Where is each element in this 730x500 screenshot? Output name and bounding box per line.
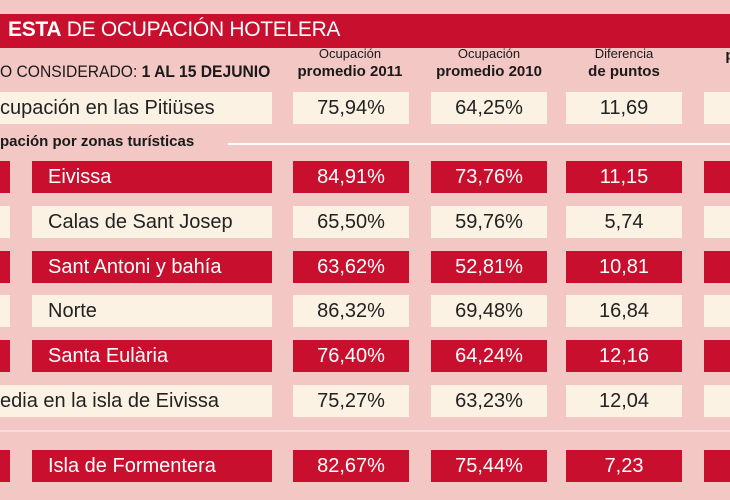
value-2011: 75,94% <box>293 92 409 124</box>
row-stub <box>0 450 10 482</box>
value-extra <box>704 251 730 283</box>
value-extra <box>704 92 730 124</box>
row-label: edia en la isla de Eivissa <box>0 385 272 417</box>
section-title: pación por zonas turísticas <box>0 133 195 150</box>
row-label: Norte <box>32 295 272 327</box>
row-stub <box>0 161 10 193</box>
value-2010: 63,23% <box>431 385 547 417</box>
value-extra <box>704 295 730 327</box>
column-header-extra: p <box>725 47 730 64</box>
period-label: O CONSIDERADO: 1 AL 15 DEJUNIO <box>0 62 271 81</box>
value-2010: 59,76% <box>431 206 547 238</box>
value-extra <box>704 161 730 193</box>
row-label: Calas de Sant Josep <box>32 206 272 238</box>
column-header-2011: Ocupación promedio 2011 <box>297 46 403 80</box>
value-2010: 69,48% <box>431 295 547 327</box>
bottom-divider <box>0 430 730 432</box>
section-divider <box>228 143 730 145</box>
value-2010: 73,76% <box>431 161 547 193</box>
value-extra <box>704 340 730 372</box>
value-2011: 63,62% <box>293 251 409 283</box>
value-2010: 75,44% <box>431 450 547 482</box>
row-stub <box>0 340 10 372</box>
value-extra <box>704 450 730 482</box>
value-difference: 7,23 <box>566 450 682 482</box>
value-2010: 64,25% <box>431 92 547 124</box>
value-difference: 10,81 <box>566 251 682 283</box>
row-label: Eivissa <box>32 161 272 193</box>
row-stub <box>0 251 10 283</box>
row-label: Isla de Formentera <box>32 450 272 482</box>
row-label: cupación en las Pitiüses <box>0 92 272 124</box>
value-extra <box>704 385 730 417</box>
row-stub <box>0 295 10 327</box>
value-2011: 76,40% <box>293 340 409 372</box>
value-2010: 64,24% <box>431 340 547 372</box>
value-difference: 16,84 <box>566 295 682 327</box>
page-title: ESTA DE OCUPACIÓN HOTELERA <box>8 18 341 41</box>
row-stub <box>0 206 10 238</box>
row-label: Santa Eulària <box>32 340 272 372</box>
row-label: Sant Antoni y bahía <box>32 251 272 283</box>
column-header-2010: Ocupación promedio 2010 <box>436 46 542 80</box>
value-difference: 5,74 <box>566 206 682 238</box>
value-2011: 65,50% <box>293 206 409 238</box>
value-extra <box>704 206 730 238</box>
column-header-difference: Diferencia de puntos <box>588 46 660 80</box>
value-2010: 52,81% <box>431 251 547 283</box>
value-2011: 84,91% <box>293 161 409 193</box>
value-difference: 12,04 <box>566 385 682 417</box>
title-bar <box>0 14 730 48</box>
value-2011: 75,27% <box>293 385 409 417</box>
value-2011: 82,67% <box>293 450 409 482</box>
value-difference: 11,69 <box>566 92 682 124</box>
value-difference: 11,15 <box>566 161 682 193</box>
value-difference: 12,16 <box>566 340 682 372</box>
value-2011: 86,32% <box>293 295 409 327</box>
